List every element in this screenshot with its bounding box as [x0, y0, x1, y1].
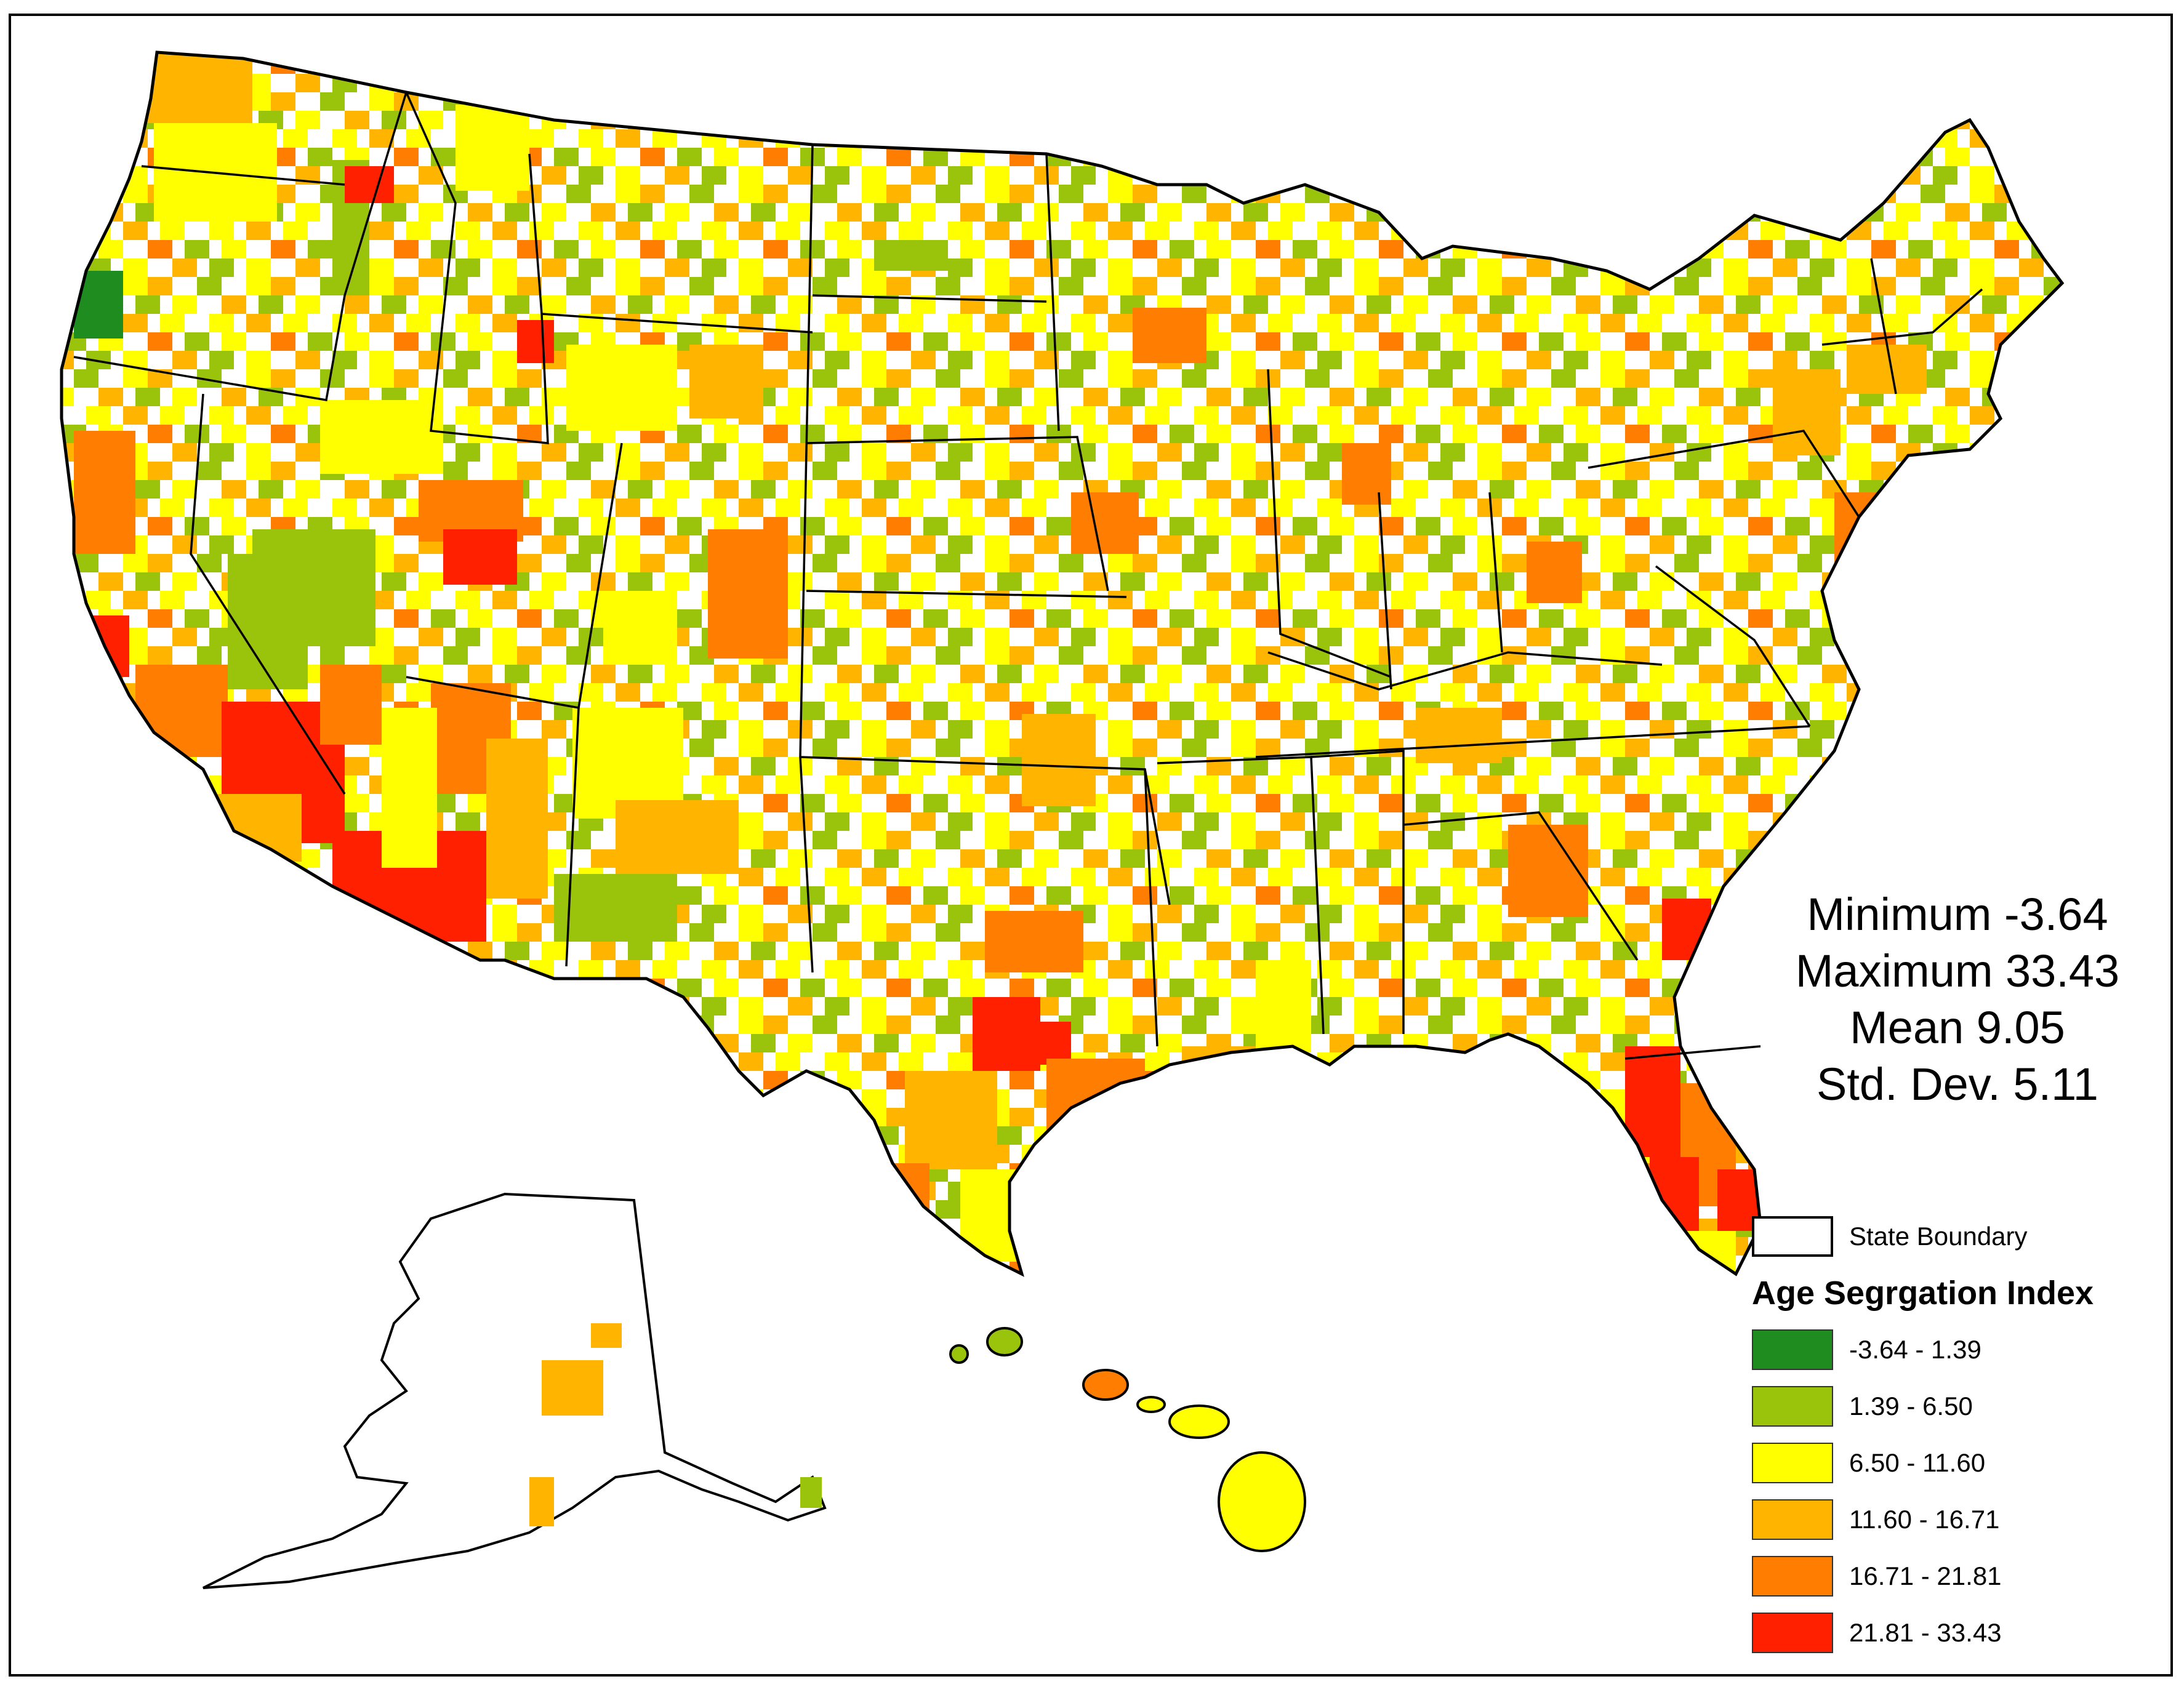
stat-std-dev: Std. Dev. 5.11 — [1817, 1059, 2098, 1110]
stat-maximum: Maximum 33.43 — [1795, 945, 2120, 996]
legend-item: 1.39 - 6.50 — [1752, 1386, 2002, 1427]
legend-swatch — [1752, 1443, 1833, 1483]
map-frame — [9, 14, 2173, 1677]
state-boundary-legend: State Boundary — [1752, 1216, 2028, 1257]
legend-swatch — [1752, 1386, 1833, 1427]
legend-label: 6.50 - 11.60 — [1849, 1448, 1986, 1477]
legend-label: 1.39 - 6.50 — [1849, 1392, 1973, 1421]
stat-minimum: Minimum -3.64 — [1807, 889, 2108, 940]
legend-swatch — [1752, 1613, 1833, 1653]
state-boundary-label: State Boundary — [1849, 1222, 2028, 1251]
legend-label: 11.60 - 16.71 — [1849, 1505, 2000, 1534]
legend-label: 21.81 - 33.43 — [1849, 1618, 2002, 1647]
summary-statistics: Minimum -3.64 Maximum 33.43 Mean 9.05 St… — [1742, 886, 2173, 1113]
legend-title: Age Segrgation Index — [1752, 1275, 2094, 1312]
legend-swatch — [1752, 1499, 1833, 1540]
legend-swatch — [1752, 1556, 1833, 1597]
legend-item: 11.60 - 16.71 — [1752, 1499, 2002, 1540]
legend-item: 6.50 - 11.60 — [1752, 1443, 2002, 1483]
state-boundaries — [73, 92, 1983, 1060]
legend-item: 21.81 - 33.43 — [1752, 1613, 2002, 1653]
legend-label: -3.64 - 1.39 — [1849, 1335, 1981, 1364]
state-boundary-swatch — [1752, 1216, 1833, 1257]
legend-item: 16.71 - 21.81 — [1752, 1556, 2002, 1597]
alaska — [203, 1192, 827, 1589]
stat-mean: Mean 9.05 — [1850, 1002, 2065, 1053]
legend-item: -3.64 - 1.39 — [1752, 1329, 2002, 1370]
legend-label: 16.71 - 21.81 — [1849, 1561, 2002, 1590]
hawaii — [949, 1327, 1306, 1552]
legend-swatch — [1752, 1329, 1833, 1370]
legend-classes: -3.64 - 1.39 1.39 - 6.50 6.50 - 11.60 11.60… — [1752, 1329, 2002, 1669]
